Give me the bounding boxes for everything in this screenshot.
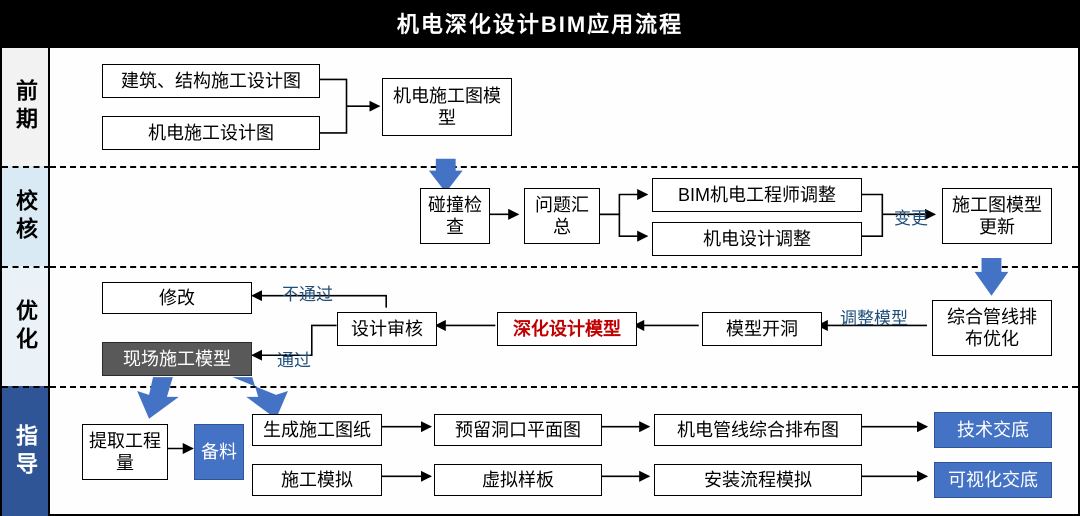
box-extract-quantities: 提取工程量: [82, 424, 168, 480]
row-label-3: 优化: [2, 266, 50, 386]
box-mep-layout-plan: 机电管线综合排布图: [654, 414, 862, 446]
row-label-1: 前期: [2, 48, 50, 166]
box-design-review: 设计审核: [337, 312, 437, 346]
box-arch-struct-drawings: 建筑、结构施工设计图: [102, 64, 320, 98]
box-construction-sim: 施工模拟: [252, 464, 382, 496]
box-opening-plan: 预留洞口平面图: [434, 414, 602, 446]
title-bar: 机电深化设计BIM应用流程: [2, 2, 1078, 48]
box-mep-design-adjust: 机电设计调整: [652, 222, 862, 256]
box-virtual-sample: 虚拟样板: [434, 464, 602, 496]
tag-adjust-model: 调整模型: [840, 304, 908, 329]
box-bim-mep-engineer-adjust: BIM机电工程师调整: [652, 178, 862, 212]
box-mep-construction-drawings: 机电施工设计图: [102, 116, 320, 150]
box-construction-model-update: 施工图模型更新: [942, 188, 1052, 244]
row-label-2: 校核: [2, 166, 50, 266]
box-install-process-sim: 安装流程模拟: [654, 464, 862, 496]
box-gen-construction-drawings: 生成施工图纸: [252, 414, 382, 446]
row-label-4: 指导: [2, 386, 50, 516]
diagram-canvas: 机电深化设计BIM应用流程 前期 校核 优化 指导: [0, 0, 1080, 516]
box-visual-disclosure: 可视化交底: [934, 462, 1052, 498]
box-integrated-pipe-optimize: 综合管线排布优化: [932, 300, 1052, 356]
box-mep-model: 机电施工图模型: [382, 78, 512, 136]
tag-fail: 不通过: [282, 280, 333, 305]
box-tech-disclosure: 技术交底: [934, 412, 1052, 448]
tag-pass: 通过: [277, 346, 311, 371]
box-model-opening: 模型开洞: [702, 312, 822, 346]
tag-change: 变更: [894, 204, 928, 229]
box-revise: 修改: [102, 282, 252, 314]
box-deepening-design-model: 深化设计模型: [497, 312, 637, 346]
box-issue-summary: 问题汇总: [524, 188, 600, 244]
box-onsite-model: 现场施工模型: [102, 342, 252, 376]
box-clash-check: 碰撞检查: [420, 188, 490, 244]
box-material-prep: 备料: [194, 424, 244, 480]
